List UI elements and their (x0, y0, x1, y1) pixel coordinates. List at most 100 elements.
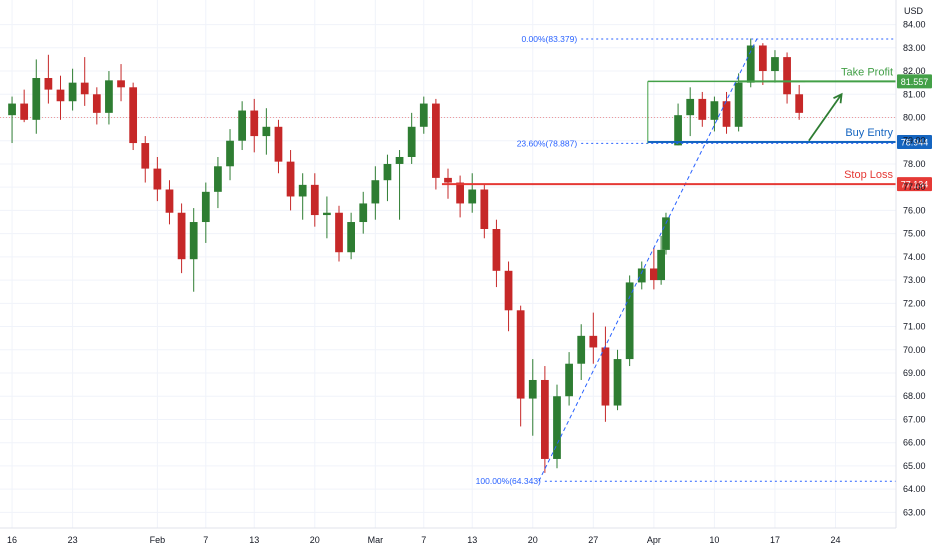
candle-body (686, 98, 695, 116)
candle[interactable] (8, 96, 16, 144)
candle-body (613, 359, 622, 406)
y-tick-label: 75.00 (903, 229, 926, 239)
candle[interactable] (625, 275, 634, 367)
candle[interactable] (432, 98, 440, 190)
candle[interactable] (310, 173, 319, 227)
candle[interactable] (553, 384, 561, 469)
candle[interactable] (795, 84, 804, 120)
candle[interactable] (468, 173, 477, 213)
candle[interactable] (710, 96, 719, 132)
candle[interactable] (541, 366, 549, 473)
x-tick-label: 13 (467, 535, 477, 545)
candle[interactable] (504, 261, 513, 332)
candle[interactable] (456, 175, 464, 218)
candle[interactable] (323, 196, 331, 239)
candle[interactable] (637, 261, 646, 290)
fib-trend-line[interactable] (538, 38, 758, 482)
candle[interactable] (250, 98, 259, 153)
candle-body (395, 156, 404, 164)
candle[interactable] (662, 212, 670, 255)
candle-body (504, 270, 513, 311)
candle[interactable] (674, 103, 682, 146)
candle[interactable] (32, 59, 41, 134)
candle[interactable] (657, 235, 666, 285)
candle-body (698, 98, 707, 120)
candle[interactable] (189, 208, 198, 292)
y-tick-label: 65.00 (903, 461, 926, 471)
candle[interactable] (141, 136, 150, 183)
candle[interactable] (165, 180, 174, 225)
candle-body (117, 80, 125, 88)
candle[interactable] (746, 38, 755, 88)
trade-level-label: Stop Loss (844, 169, 893, 181)
candle[interactable] (56, 75, 65, 120)
candle[interactable] (577, 324, 586, 380)
candle[interactable] (383, 154, 392, 202)
candle-body (323, 212, 331, 216)
candle-body (286, 161, 295, 197)
candle[interactable] (153, 156, 162, 202)
candle[interactable] (80, 57, 89, 106)
candle[interactable] (686, 87, 695, 137)
candle[interactable] (649, 247, 658, 290)
candle[interactable] (274, 119, 283, 174)
candle[interactable] (92, 87, 101, 125)
x-tick-label: 27 (588, 535, 598, 545)
candle-body (553, 396, 561, 459)
candle[interactable] (734, 73, 743, 132)
x-tick-label: Apr (647, 535, 661, 545)
y-tick-label: 78.00 (903, 159, 926, 169)
x-tick-label: 20 (310, 535, 320, 545)
candle[interactable] (371, 166, 380, 220)
candle[interactable] (771, 50, 779, 83)
x-tick-label: 24 (830, 535, 840, 545)
candle-body (722, 101, 731, 127)
candle[interactable] (395, 150, 404, 220)
candle[interactable] (335, 205, 343, 262)
candles-group[interactable] (8, 38, 804, 473)
candle[interactable] (480, 184, 489, 239)
candle[interactable] (589, 312, 598, 364)
candle[interactable] (286, 150, 295, 211)
candle[interactable] (117, 64, 125, 102)
candle-body (371, 180, 380, 204)
candle-body (456, 182, 464, 204)
candle[interactable] (105, 71, 113, 125)
candle-body (177, 212, 186, 260)
candle[interactable] (565, 352, 573, 406)
x-axis[interactable]: 16 23 Feb 7 13 20 Mar 7 13 20 27 Apr 10 17 24 (7, 535, 840, 545)
candle[interactable] (601, 326, 610, 422)
candle[interactable] (214, 156, 222, 209)
y-tick-label: 76.00 (903, 205, 926, 215)
candle[interactable] (783, 52, 791, 104)
y-axis[interactable]: 63.00 64.00 65.00 66.00 67.00 68.00 69.00 70.00… (903, 20, 926, 518)
candle[interactable] (359, 191, 368, 234)
candle-body (347, 222, 355, 253)
candle[interactable] (492, 219, 501, 288)
candle[interactable] (613, 349, 622, 411)
candle[interactable] (419, 96, 428, 134)
candle[interactable] (516, 305, 525, 427)
candle[interactable] (698, 91, 707, 127)
price-tag: 78.944 (897, 135, 932, 150)
candle[interactable] (262, 108, 271, 155)
candle[interactable] (177, 203, 186, 274)
candle[interactable] (129, 82, 138, 151)
candle[interactable] (226, 129, 234, 181)
candle-body (32, 78, 41, 120)
candle-body (335, 212, 343, 253)
candle[interactable] (20, 89, 29, 123)
candle[interactable] (722, 91, 731, 134)
candle[interactable] (528, 359, 537, 436)
candle[interactable] (44, 54, 53, 104)
candle[interactable] (68, 68, 77, 111)
candle-body (577, 335, 586, 364)
candle[interactable] (201, 182, 210, 243)
candle[interactable] (407, 112, 416, 164)
candle[interactable] (347, 212, 355, 260)
candle[interactable] (238, 101, 247, 151)
candle[interactable] (758, 43, 767, 85)
candle[interactable] (298, 173, 307, 220)
